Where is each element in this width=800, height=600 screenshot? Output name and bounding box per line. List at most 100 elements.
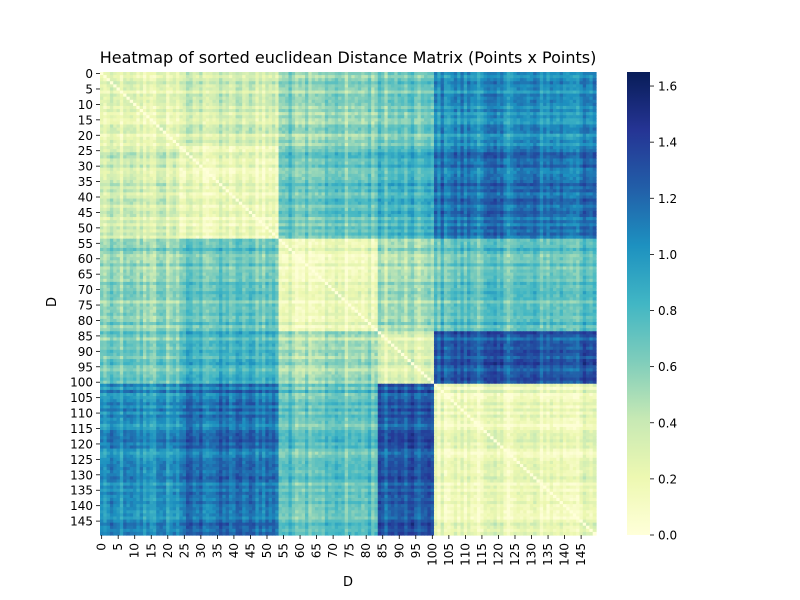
heatmap-cell xyxy=(523,115,528,119)
heatmap-cell xyxy=(295,90,299,95)
heatmap-cell xyxy=(113,109,118,113)
heatmap-cell xyxy=(169,93,174,98)
heatmap-cell xyxy=(384,96,389,101)
heatmap-cell xyxy=(119,75,124,79)
heatmap-cell xyxy=(562,109,567,113)
heatmap-cell xyxy=(258,96,263,101)
heatmap-cell xyxy=(447,96,452,101)
heatmap-cell xyxy=(162,112,167,116)
heatmap-cell xyxy=(569,84,574,89)
heatmap-cell xyxy=(427,115,432,119)
heatmap-cell xyxy=(576,72,581,76)
heatmap-cell xyxy=(252,75,257,79)
heatmap-cell xyxy=(387,84,392,89)
heatmap-cell xyxy=(166,109,171,113)
heatmap-cell xyxy=(539,90,544,95)
heatmap-cell xyxy=(450,84,455,89)
heatmap-cell xyxy=(410,102,415,107)
heatmap-cell xyxy=(288,87,293,92)
heatmap-cell xyxy=(225,118,230,122)
heatmap-cell xyxy=(519,105,524,110)
heatmap-cell xyxy=(109,72,114,76)
heatmap-cell xyxy=(397,81,402,85)
heatmap-cell xyxy=(338,81,342,85)
heatmap-cell xyxy=(433,72,438,76)
heatmap-cell xyxy=(443,109,448,113)
heatmap-cell xyxy=(324,87,329,92)
heatmap-cell xyxy=(437,115,442,119)
heatmap-cell xyxy=(268,99,273,104)
heatmap-cell xyxy=(146,78,151,82)
heatmap-cell xyxy=(361,102,366,107)
heatmap-cell xyxy=(255,75,260,79)
heatmap-cell xyxy=(255,99,260,104)
heatmap-cell xyxy=(562,81,567,85)
heatmap-cell xyxy=(142,102,147,107)
heatmap-cell xyxy=(331,75,336,79)
heatmap-cell xyxy=(433,90,438,95)
heatmap-cell xyxy=(417,84,422,89)
heatmap-cell xyxy=(278,118,283,122)
heatmap-cell xyxy=(123,109,128,113)
heatmap-cell xyxy=(149,105,154,110)
heatmap-cell xyxy=(377,90,382,95)
heatmap-cell xyxy=(258,102,263,107)
heatmap-cell xyxy=(103,75,108,79)
heatmap-cell xyxy=(265,109,270,113)
heatmap-cell xyxy=(328,109,333,113)
heatmap-cell xyxy=(232,112,237,116)
heatmap-cell xyxy=(579,115,584,119)
heatmap-cell xyxy=(242,99,247,104)
heatmap-cell xyxy=(252,109,257,113)
heatmap-cell xyxy=(483,99,488,104)
heatmap-cell xyxy=(592,112,597,116)
heatmap-cell xyxy=(185,112,190,116)
heatmap-cell xyxy=(566,81,571,85)
heatmap-cell xyxy=(212,90,217,95)
heatmap-cell xyxy=(549,105,554,110)
heatmap-cell xyxy=(572,90,577,95)
heatmap-cell xyxy=(519,84,524,89)
heatmap-cell xyxy=(225,87,230,92)
heatmap-cell xyxy=(579,112,584,116)
heatmap-cell xyxy=(543,72,547,76)
heatmap-cell xyxy=(285,84,290,89)
heatmap-cell xyxy=(556,115,561,119)
heatmap-cell xyxy=(572,93,577,98)
heatmap-cell xyxy=(463,96,468,101)
heatmap-cell xyxy=(126,81,131,85)
heatmap-cell xyxy=(176,112,180,116)
heatmap-cell xyxy=(354,102,359,107)
heatmap-cell xyxy=(245,87,250,92)
heatmap-cell xyxy=(195,90,200,95)
heatmap-cell xyxy=(278,90,283,95)
heatmap-cell xyxy=(351,81,356,85)
heatmap-cell xyxy=(172,78,177,82)
heatmap-cell xyxy=(476,81,481,85)
heatmap-cell xyxy=(189,115,194,119)
heatmap-cell xyxy=(543,75,547,79)
heatmap-cell xyxy=(553,84,557,89)
heatmap-cell xyxy=(281,105,286,110)
heatmap-cell xyxy=(242,115,247,119)
heatmap-cell xyxy=(543,84,547,89)
heatmap-cell xyxy=(519,87,524,92)
heatmap-cell xyxy=(430,109,435,113)
heatmap-cell xyxy=(281,109,286,113)
heatmap-cell xyxy=(298,72,303,76)
heatmap-cell xyxy=(467,96,471,101)
heatmap-cell xyxy=(553,87,557,92)
heatmap-cell xyxy=(513,96,518,101)
heatmap-cell xyxy=(129,90,134,95)
heatmap-cell xyxy=(100,96,104,101)
heatmap-cell xyxy=(228,109,233,113)
heatmap-cell xyxy=(526,84,531,89)
heatmap-cell xyxy=(314,118,319,122)
heatmap-cell xyxy=(119,99,124,104)
heatmap-cell xyxy=(202,75,207,79)
heatmap-cell xyxy=(106,84,111,89)
heatmap-cell xyxy=(496,109,501,113)
heatmap-cell xyxy=(209,87,214,92)
heatmap-cell xyxy=(493,112,498,116)
heatmap-cell xyxy=(311,105,316,110)
